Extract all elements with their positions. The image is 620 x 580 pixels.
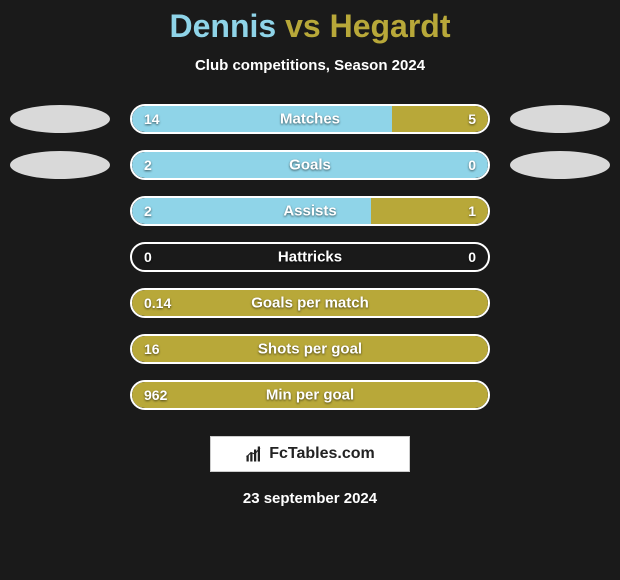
- stat-value-right: 1: [468, 203, 476, 219]
- logo-box[interactable]: FcTables.com: [210, 436, 410, 472]
- stat-label: Shots per goal: [258, 341, 362, 358]
- stat-label: Goals per match: [251, 295, 369, 312]
- subtitle: Club competitions, Season 2024: [0, 57, 620, 74]
- player2-badge: [510, 151, 610, 179]
- stat-bar: 14 Matches 5: [130, 104, 490, 134]
- stat-label: Goals: [289, 157, 331, 174]
- player2-badge: [510, 105, 610, 133]
- spacer: [10, 381, 110, 409]
- player1-name: Dennis: [170, 8, 277, 44]
- stat-row: 14 Matches 5: [0, 104, 620, 134]
- stat-value-left: 962: [144, 387, 167, 403]
- stat-row: 2 Goals 0: [0, 150, 620, 180]
- stat-row: 0 Hattricks 0: [0, 242, 620, 272]
- stat-value-right: 0: [468, 249, 476, 265]
- stat-row: 16 Shots per goal: [0, 334, 620, 364]
- spacer: [10, 335, 110, 363]
- stat-label: Min per goal: [266, 387, 354, 404]
- stats-comparison-container: Dennis vs Hegardt Club competitions, Sea…: [0, 0, 620, 580]
- stat-value-left: 16: [144, 341, 160, 357]
- stat-value-left: 0.14: [144, 295, 171, 311]
- vs-text: vs: [285, 8, 321, 44]
- stat-rows: 14 Matches 5 2 Goals 0 2 Assists 1 0 Hattricks 0 0.1…: [0, 104, 620, 410]
- stat-label: Hattricks: [278, 249, 342, 266]
- spacer: [510, 381, 610, 409]
- stat-bar: 962 Min per goal: [130, 380, 490, 410]
- stat-bar: 0 Hattricks 0: [130, 242, 490, 272]
- player2-name: Hegardt: [330, 8, 451, 44]
- stat-row: 962 Min per goal: [0, 380, 620, 410]
- player1-badge: [10, 105, 110, 133]
- chart-icon: [245, 445, 263, 463]
- bar-fill-left: [132, 106, 392, 132]
- stat-value-left: 2: [144, 157, 152, 173]
- spacer: [510, 289, 610, 317]
- stat-bar: 16 Shots per goal: [130, 334, 490, 364]
- stat-value-right: 0: [468, 157, 476, 173]
- stat-row: 2 Assists 1: [0, 196, 620, 226]
- spacer: [510, 335, 610, 363]
- stat-bar: 2 Goals 0: [130, 150, 490, 180]
- spacer: [10, 289, 110, 317]
- spacer: [10, 243, 110, 271]
- stat-value-left: 2: [144, 203, 152, 219]
- stat-row: 0.14 Goals per match: [0, 288, 620, 318]
- spacer: [510, 243, 610, 271]
- stat-bar: 0.14 Goals per match: [130, 288, 490, 318]
- logo-text: FcTables.com: [269, 445, 375, 463]
- page-title: Dennis vs Hegardt: [0, 8, 620, 45]
- spacer: [510, 197, 610, 225]
- stat-value-left: 14: [144, 111, 160, 127]
- stat-label: Assists: [283, 203, 336, 220]
- stat-bar: 2 Assists 1: [130, 196, 490, 226]
- stat-value-left: 0: [144, 249, 152, 265]
- stat-value-right: 5: [468, 111, 476, 127]
- spacer: [10, 197, 110, 225]
- stat-label: Matches: [280, 111, 340, 128]
- player1-badge: [10, 151, 110, 179]
- date-text: 23 september 2024: [0, 490, 620, 507]
